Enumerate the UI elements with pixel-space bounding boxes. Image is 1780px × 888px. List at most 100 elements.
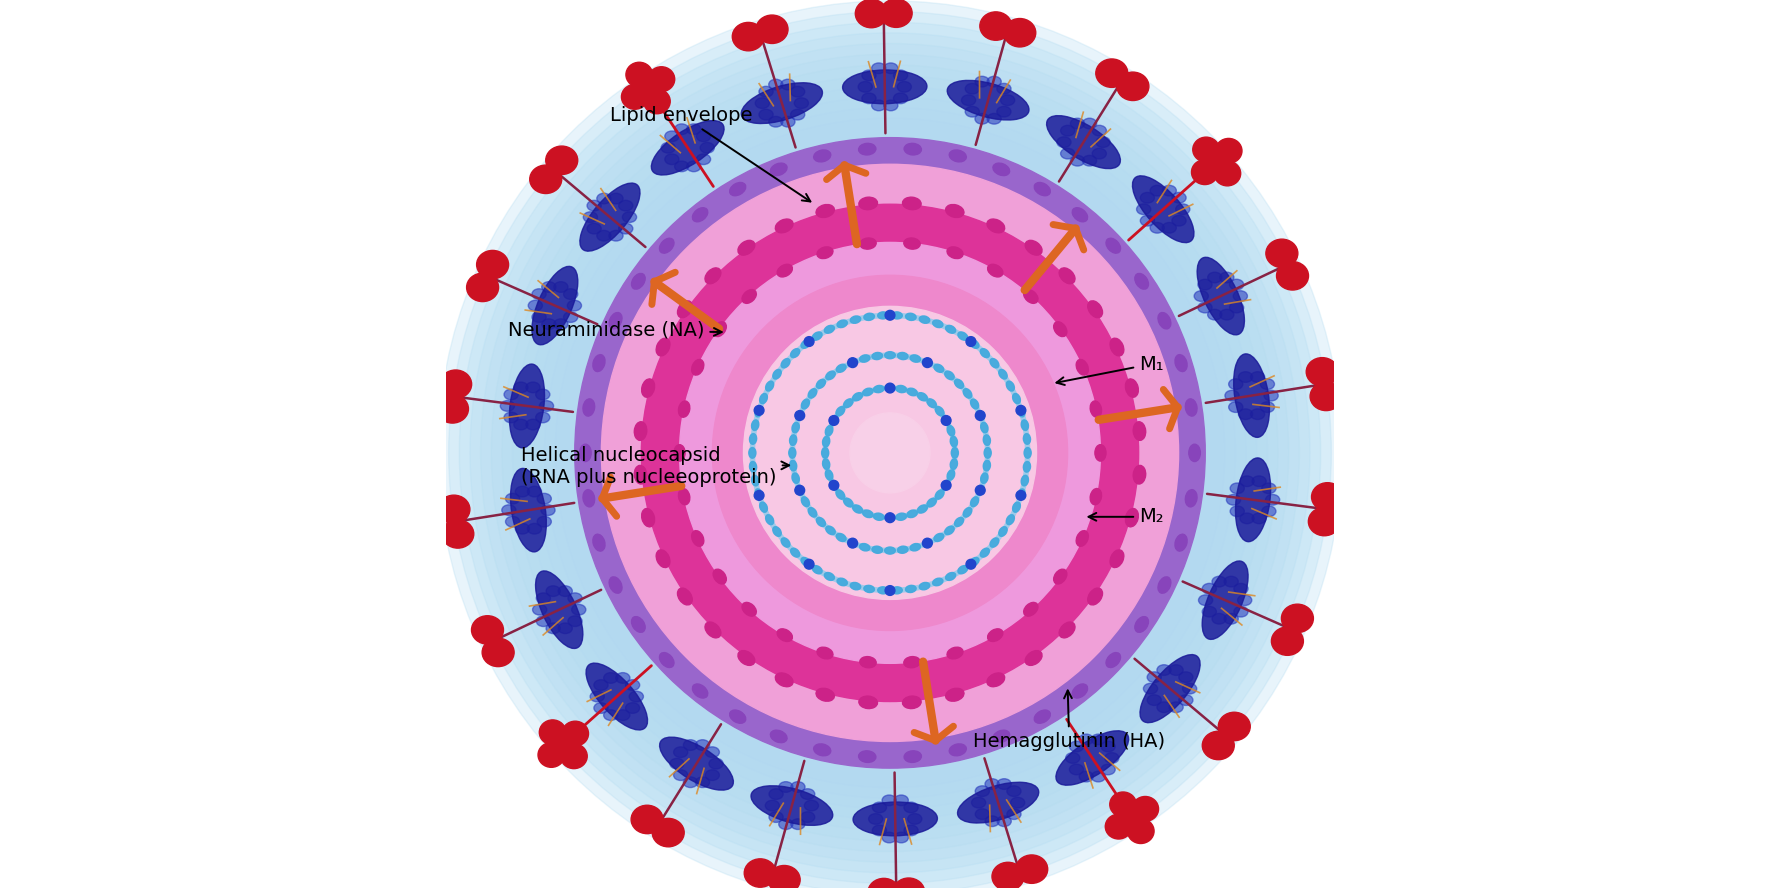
Ellipse shape <box>739 241 755 255</box>
Ellipse shape <box>981 473 988 483</box>
Ellipse shape <box>853 802 938 836</box>
Text: Hemagglutinin (HA): Hemagglutinin (HA) <box>974 691 1166 751</box>
Ellipse shape <box>826 526 835 535</box>
Ellipse shape <box>1077 360 1088 375</box>
Ellipse shape <box>616 672 630 683</box>
Ellipse shape <box>778 781 792 792</box>
Ellipse shape <box>826 470 833 480</box>
Ellipse shape <box>1070 118 1084 129</box>
Ellipse shape <box>813 744 831 756</box>
Ellipse shape <box>1134 422 1146 440</box>
Ellipse shape <box>632 616 644 632</box>
Ellipse shape <box>1178 694 1193 705</box>
Ellipse shape <box>1230 506 1244 517</box>
Ellipse shape <box>872 802 886 813</box>
Ellipse shape <box>927 498 936 507</box>
Ellipse shape <box>1219 272 1234 282</box>
Ellipse shape <box>1214 161 1241 186</box>
Ellipse shape <box>837 407 845 416</box>
Ellipse shape <box>1251 476 1266 487</box>
Ellipse shape <box>942 480 951 490</box>
Ellipse shape <box>778 819 792 829</box>
Ellipse shape <box>1023 448 1031 458</box>
Ellipse shape <box>1105 814 1132 839</box>
Ellipse shape <box>619 223 634 234</box>
Ellipse shape <box>714 569 726 584</box>
Ellipse shape <box>1089 488 1102 504</box>
Ellipse shape <box>1216 139 1242 163</box>
Ellipse shape <box>1079 772 1093 782</box>
Ellipse shape <box>751 786 833 825</box>
Ellipse shape <box>1241 476 1255 487</box>
Ellipse shape <box>539 400 554 411</box>
Ellipse shape <box>826 371 835 380</box>
Ellipse shape <box>1219 309 1234 320</box>
Ellipse shape <box>817 518 826 527</box>
Ellipse shape <box>623 212 637 223</box>
Ellipse shape <box>869 878 901 888</box>
Ellipse shape <box>730 183 746 195</box>
Ellipse shape <box>1139 654 1200 723</box>
Ellipse shape <box>760 502 767 512</box>
Ellipse shape <box>769 866 801 888</box>
Ellipse shape <box>894 878 924 888</box>
Ellipse shape <box>634 422 646 440</box>
Ellipse shape <box>851 583 862 590</box>
Ellipse shape <box>829 480 838 490</box>
Ellipse shape <box>904 751 922 763</box>
Ellipse shape <box>687 123 701 134</box>
Ellipse shape <box>1025 651 1041 665</box>
Ellipse shape <box>1150 223 1164 234</box>
Ellipse shape <box>858 751 876 763</box>
Ellipse shape <box>436 394 468 423</box>
Ellipse shape <box>812 566 822 574</box>
Ellipse shape <box>954 518 963 527</box>
Ellipse shape <box>922 539 933 547</box>
Ellipse shape <box>1091 772 1105 782</box>
Ellipse shape <box>883 100 897 111</box>
Ellipse shape <box>769 789 783 799</box>
Ellipse shape <box>580 444 591 462</box>
Ellipse shape <box>773 527 781 536</box>
Ellipse shape <box>1007 786 1022 797</box>
Ellipse shape <box>529 300 543 311</box>
Ellipse shape <box>917 392 927 400</box>
Ellipse shape <box>781 538 790 547</box>
Ellipse shape <box>449 12 1331 888</box>
Ellipse shape <box>1182 683 1196 694</box>
Ellipse shape <box>696 777 710 788</box>
Ellipse shape <box>644 89 671 114</box>
Ellipse shape <box>621 84 648 109</box>
Ellipse shape <box>902 696 920 709</box>
Ellipse shape <box>778 629 792 641</box>
Ellipse shape <box>514 487 529 497</box>
Ellipse shape <box>1016 490 1025 500</box>
Ellipse shape <box>609 313 621 329</box>
Ellipse shape <box>790 109 805 120</box>
Ellipse shape <box>669 758 684 769</box>
Ellipse shape <box>1105 753 1120 764</box>
Ellipse shape <box>1207 309 1221 320</box>
Ellipse shape <box>1093 125 1107 136</box>
Ellipse shape <box>805 559 813 569</box>
Ellipse shape <box>984 779 999 789</box>
Ellipse shape <box>892 587 902 594</box>
Ellipse shape <box>539 720 566 745</box>
Ellipse shape <box>755 490 764 500</box>
Ellipse shape <box>805 800 819 811</box>
Ellipse shape <box>1198 258 1244 335</box>
Ellipse shape <box>1162 186 1177 196</box>
Ellipse shape <box>988 265 1002 277</box>
Ellipse shape <box>554 319 568 329</box>
Ellipse shape <box>945 325 956 333</box>
Ellipse shape <box>975 410 984 420</box>
Ellipse shape <box>1054 569 1066 584</box>
Ellipse shape <box>760 393 767 404</box>
Ellipse shape <box>532 289 546 299</box>
Ellipse shape <box>595 702 609 713</box>
Ellipse shape <box>796 486 805 496</box>
Ellipse shape <box>744 306 1036 599</box>
Ellipse shape <box>967 337 975 346</box>
Ellipse shape <box>541 281 555 292</box>
Ellipse shape <box>1095 445 1105 461</box>
